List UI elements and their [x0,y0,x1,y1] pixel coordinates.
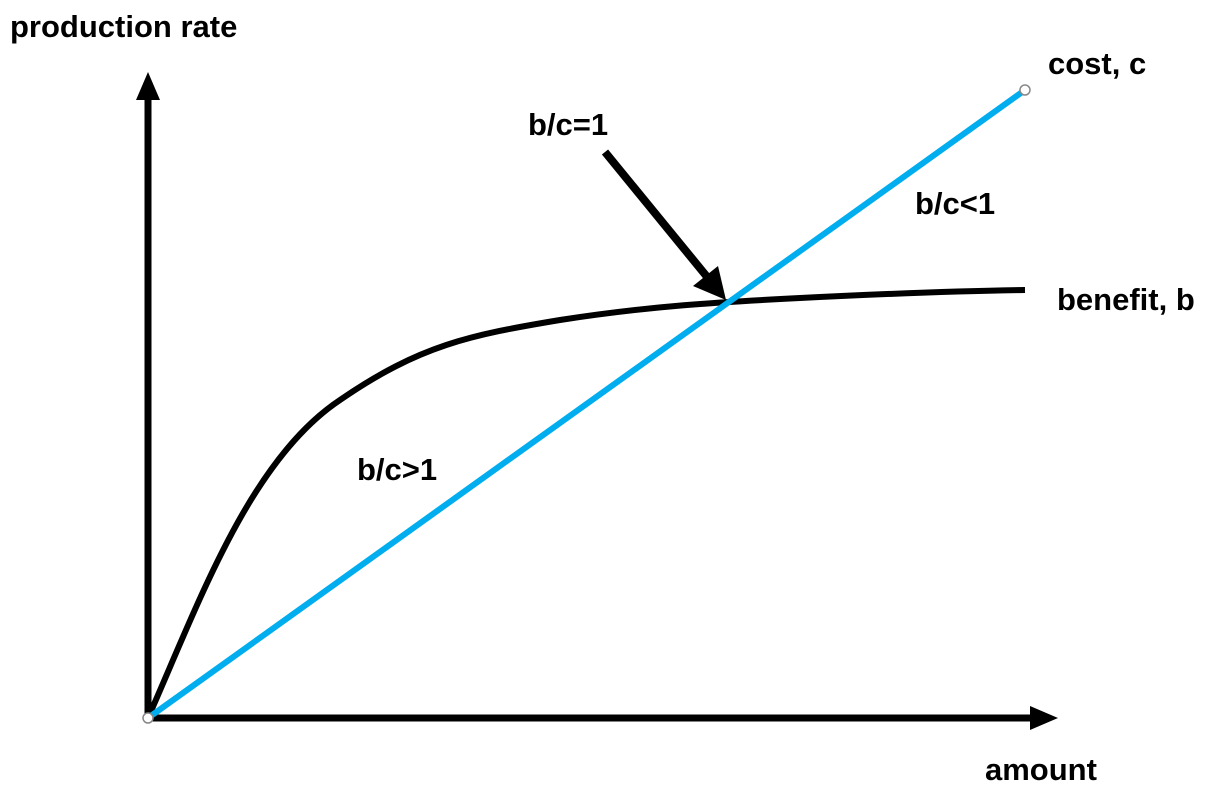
greater-label: b/c>1 [357,452,437,487]
benefit-label: benefit, b [1057,282,1195,317]
y-axis-arrowhead [136,72,160,100]
x-axis-label: amount [985,752,1097,787]
origin-point [142,712,154,724]
cost-line [146,87,1027,721]
end-point [1019,84,1031,96]
pointer-arrowhead [693,266,726,300]
x-axis-arrowhead [1030,706,1058,730]
benefit-curve [145,287,1026,720]
cost-label: cost, c [1048,46,1146,81]
y-axis-label: production rate [10,9,237,44]
less-label: b/c<1 [915,186,995,221]
pointer-arrow [601,149,712,281]
equal-label: b/c=1 [528,107,608,142]
